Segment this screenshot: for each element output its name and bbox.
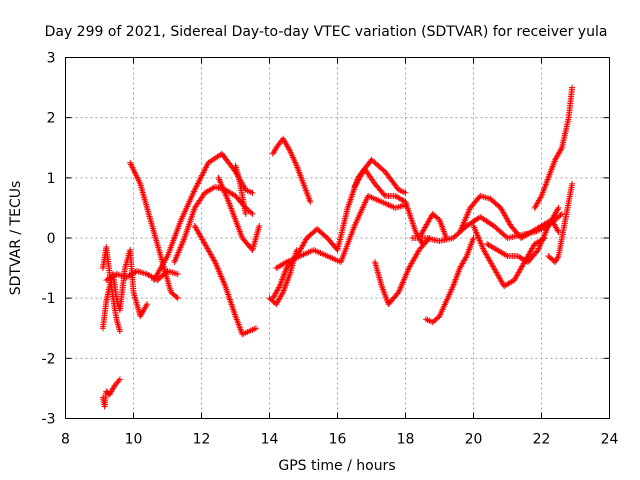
data-point: [242, 210, 249, 217]
x-tick-label: 22: [533, 432, 551, 448]
y-tick-label: 2: [47, 111, 56, 127]
x-tick-label: 20: [465, 432, 483, 448]
data-point: [555, 228, 562, 235]
data-point: [558, 210, 565, 217]
data-point: [307, 198, 314, 205]
data-point: [282, 259, 289, 266]
chart-title: Day 299 of 2021, Sidereal Day-to-day VTE…: [45, 24, 608, 40]
data-point: [503, 252, 510, 259]
data-point: [116, 328, 123, 335]
data-point: [249, 210, 256, 217]
y-tick-label: 3: [47, 51, 56, 67]
x-tick-label: 12: [193, 432, 211, 448]
data-point: [249, 189, 256, 196]
data-point: [557, 212, 564, 219]
data-point: [569, 180, 576, 187]
y-tick-label: -2: [42, 351, 56, 367]
data-point: [380, 191, 387, 198]
x-tick-label: 10: [125, 432, 143, 448]
x-tick-label: 16: [329, 432, 347, 448]
data-point: [256, 222, 263, 229]
y-tick-label: -1: [42, 291, 56, 307]
x-tick-label: 18: [397, 432, 415, 448]
x-tick-label: 8: [61, 432, 70, 448]
data-point: [402, 189, 409, 196]
y-tick-label: 0: [47, 231, 56, 247]
data-point: [174, 271, 181, 278]
data-point: [555, 204, 562, 211]
y-tick-label: 1: [47, 171, 56, 187]
data-point: [470, 235, 477, 241]
y-axis-title: SDTVAR / TECUs: [8, 181, 24, 296]
data-point: [569, 84, 576, 91]
x-tick-label: 24: [601, 432, 619, 448]
x-tick-label: 14: [261, 432, 279, 448]
data-point: [173, 293, 180, 300]
data-point: [252, 325, 259, 332]
data-point: [248, 209, 255, 216]
data-marks: [99, 84, 576, 410]
x-axis-title: GPS time / hours: [278, 458, 395, 474]
y-tick-label: -3: [42, 412, 56, 428]
data-point: [144, 301, 151, 308]
data-point: [293, 247, 300, 254]
data-point: [116, 376, 123, 383]
data-point: [174, 295, 181, 302]
data-point: [443, 235, 450, 241]
